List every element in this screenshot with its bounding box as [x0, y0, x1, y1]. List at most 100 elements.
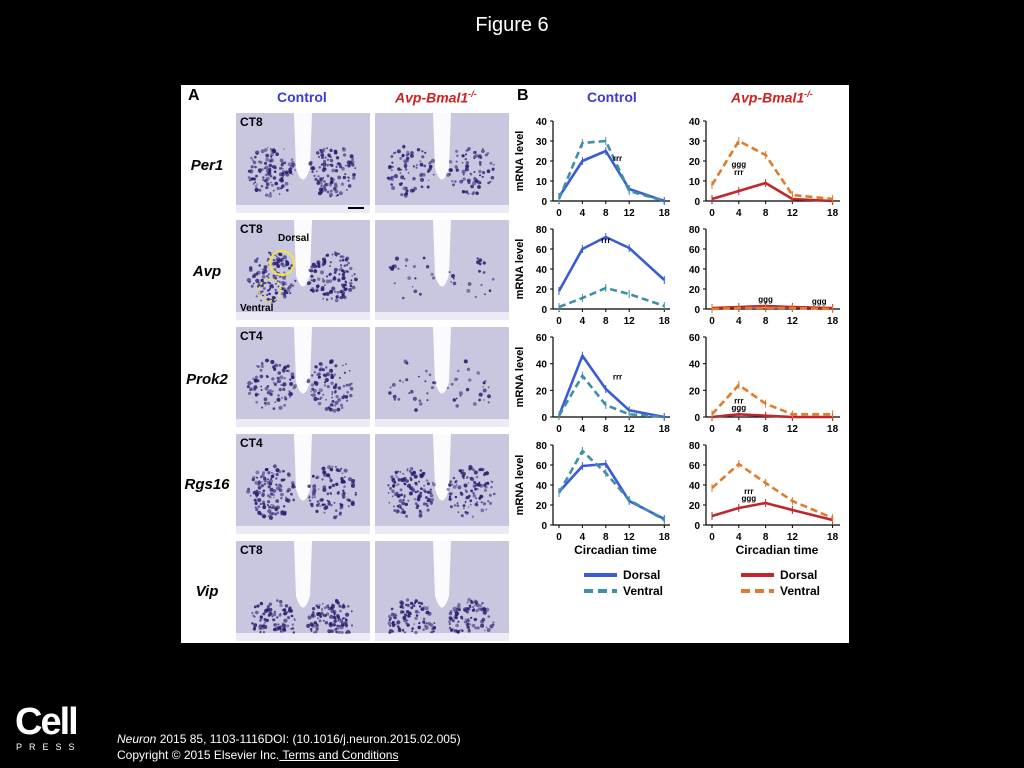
stained-cell [399, 157, 403, 160]
stained-cell [282, 265, 285, 268]
stained-cell [340, 481, 343, 484]
stained-cell [456, 154, 459, 158]
stained-cell [397, 504, 402, 509]
stained-cell [408, 491, 413, 496]
stained-cell [268, 292, 271, 296]
stained-cell [487, 615, 491, 618]
y-tick-label: 40 [536, 117, 548, 128]
stained-cell [387, 615, 391, 618]
stained-cell [271, 511, 275, 516]
stained-cell [323, 159, 327, 163]
stained-cell [473, 170, 476, 174]
stained-cell [343, 153, 347, 157]
stained-cell [272, 365, 276, 369]
stained-cell [262, 502, 266, 506]
stained-cell [338, 268, 342, 271]
y-tick-label: 60 [536, 461, 548, 472]
stained-cell [454, 180, 457, 183]
stained-cell [410, 389, 414, 394]
y-tick-label: 20 [536, 157, 548, 168]
stained-cell [431, 481, 434, 484]
stained-cell [263, 482, 267, 486]
stained-cell [319, 498, 324, 502]
x-tick-label: 0 [709, 316, 715, 327]
stained-cell [312, 290, 314, 293]
stained-cell [251, 478, 255, 482]
x-tick-label: 8 [603, 532, 609, 543]
stained-cell [270, 181, 272, 184]
y-tick-label: 30 [689, 137, 701, 148]
y-tick-label: 20 [689, 501, 701, 512]
stained-cell [425, 502, 428, 505]
stained-cell [471, 515, 475, 518]
panel-b-mutant-header: Avp-Bmal1-/- [731, 89, 813, 106]
stained-cell [253, 273, 257, 276]
stained-cell [448, 483, 452, 487]
stained-cell [491, 277, 495, 281]
stained-cell [269, 285, 272, 288]
stained-cell [322, 279, 326, 283]
stained-cell [261, 493, 265, 497]
stained-cell [279, 375, 284, 380]
stained-cell [388, 618, 391, 622]
x-tick-label: 18 [659, 208, 671, 219]
stained-cell [417, 625, 421, 630]
stained-cell [293, 485, 296, 489]
stained-cell [288, 395, 292, 398]
stained-cell [283, 281, 287, 286]
gene-label-vip: Vip [195, 583, 219, 600]
micrograph-avp-control: CT8 Dorsal Ventral [236, 220, 370, 320]
chart-per1-control: 0 10 20 30 40 0 4 8 12 18 mRNA level rrr [514, 117, 671, 219]
stained-cell [429, 488, 432, 491]
stained-cell [311, 496, 314, 499]
stained-cell [262, 505, 267, 510]
stained-cell [258, 264, 261, 267]
stained-cell [273, 170, 277, 173]
stained-cell [337, 398, 341, 402]
stained-cell [256, 183, 258, 185]
terms-link[interactable]: Terms and Conditions [279, 748, 399, 762]
stained-cell [458, 391, 463, 396]
stained-cell [287, 487, 291, 492]
stained-cell [283, 366, 286, 370]
stained-cell [342, 147, 345, 150]
stained-cell [450, 382, 454, 386]
legend-mutant: Dorsal Ventral [741, 568, 820, 598]
stained-cell [260, 484, 264, 488]
stained-cell [487, 394, 491, 399]
stained-cell [467, 192, 470, 195]
stained-cell [328, 500, 331, 503]
stained-cell [317, 617, 319, 619]
tissue-section [375, 220, 509, 320]
stained-cell [290, 611, 293, 613]
stained-cell [346, 498, 350, 502]
stained-cell [267, 257, 270, 261]
y-tick-label: 40 [689, 481, 701, 492]
stained-cell [261, 274, 266, 279]
stained-cell [483, 488, 487, 492]
stained-cell [461, 617, 464, 620]
micrograph-prok2-mutant [375, 327, 509, 427]
stained-cell [470, 489, 473, 493]
stained-cell [347, 605, 350, 608]
stained-cell [316, 397, 320, 401]
stained-cell [246, 385, 250, 389]
stained-cell [393, 509, 397, 512]
stained-cell [252, 282, 255, 285]
stained-cell [310, 383, 315, 387]
stained-cell [399, 488, 403, 492]
y-tick-label: 20 [689, 386, 701, 397]
x-tick-label: 18 [827, 316, 839, 327]
stained-cell [490, 480, 493, 483]
micrograph-vip-control: CT8 [236, 541, 370, 641]
stained-cell [292, 498, 295, 502]
stained-cell [311, 607, 316, 611]
x-tick-label: 18 [659, 532, 671, 543]
micrograph-per1-mutant [375, 113, 509, 213]
stained-cell [293, 384, 297, 388]
stained-cell [352, 482, 355, 485]
stained-cell [275, 382, 278, 385]
stained-cell [329, 158, 334, 163]
stained-cell [342, 285, 346, 289]
stained-cell [419, 160, 422, 163]
